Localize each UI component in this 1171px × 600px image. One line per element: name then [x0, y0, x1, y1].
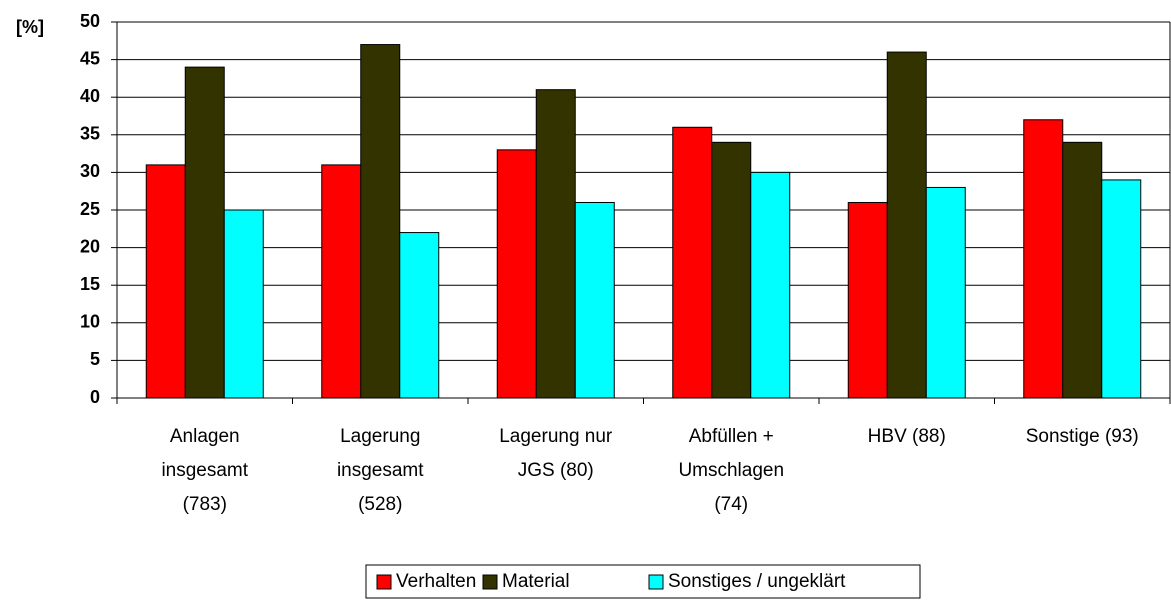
x-tick-line: insgesamt [161, 460, 248, 481]
bar [1101, 179, 1142, 399]
legend-box [365, 564, 921, 599]
x-tick-label: Lagerung insgesamt (528) [337, 426, 424, 515]
bar [321, 164, 362, 399]
legend-label: Verhalten [396, 571, 476, 592]
legend-swatch [376, 574, 392, 590]
bar [223, 209, 264, 399]
y-tick-label: 30 [80, 161, 100, 181]
x-tick-line: HBV (88) [868, 426, 946, 447]
legend-swatch [482, 574, 498, 590]
y-tick-label: 45 [80, 48, 100, 68]
bar [750, 171, 791, 399]
bar [535, 89, 576, 399]
legend-label: Sonstiges / ungeklärt [668, 571, 846, 592]
y-tick-label: 20 [80, 236, 100, 256]
bar [672, 126, 713, 399]
x-tick-line: Sonstige (93) [1026, 426, 1139, 447]
y-tick-label: 5 [90, 349, 100, 369]
bar [925, 186, 966, 399]
bar [847, 201, 888, 399]
x-tick-line: Lagerung [340, 426, 420, 447]
x-tick-line: insgesamt [337, 460, 424, 481]
bar [574, 201, 615, 399]
bar [360, 44, 401, 399]
y-tick-label: 25 [80, 199, 100, 219]
x-tick-line: (74) [714, 494, 748, 515]
y-axis-label: [%] [16, 17, 44, 37]
y-tick-label: 10 [80, 312, 100, 332]
legend-label: Material [502, 571, 570, 592]
bar [711, 141, 752, 399]
y-tick-label: 0 [90, 387, 100, 407]
x-tick-line: Abfüllen + [689, 426, 774, 447]
x-tick-label: Lagerung nur JGS (80) [499, 426, 613, 481]
legend-swatch [648, 574, 664, 590]
x-tick-label: Sonstige (93) [1026, 426, 1139, 447]
y-tick-label: 50 [80, 11, 100, 31]
x-tick-line: (783) [183, 494, 227, 515]
bar [399, 232, 440, 399]
y-tick-label: 15 [80, 274, 100, 294]
bar [184, 66, 225, 399]
x-tick-label: HBV (88) [868, 426, 946, 447]
x-tick-line: Anlagen [170, 426, 240, 447]
y-tick-label: 40 [80, 86, 100, 106]
bar [886, 51, 927, 399]
x-tick-line: Lagerung nur [499, 426, 613, 447]
x-tick-label: Abfüllen + Umschlagen (74) [678, 426, 784, 515]
x-tick-line: (528) [358, 494, 402, 515]
bar [1023, 119, 1064, 399]
bar [496, 149, 537, 399]
bar [1062, 141, 1103, 399]
bar [145, 164, 186, 399]
x-tick-label: Anlagen insgesamt (783) [161, 426, 248, 515]
x-tick-line: Umschlagen [678, 460, 784, 481]
x-tick-line: JGS (80) [518, 460, 594, 481]
y-tick-label: 35 [80, 124, 100, 144]
